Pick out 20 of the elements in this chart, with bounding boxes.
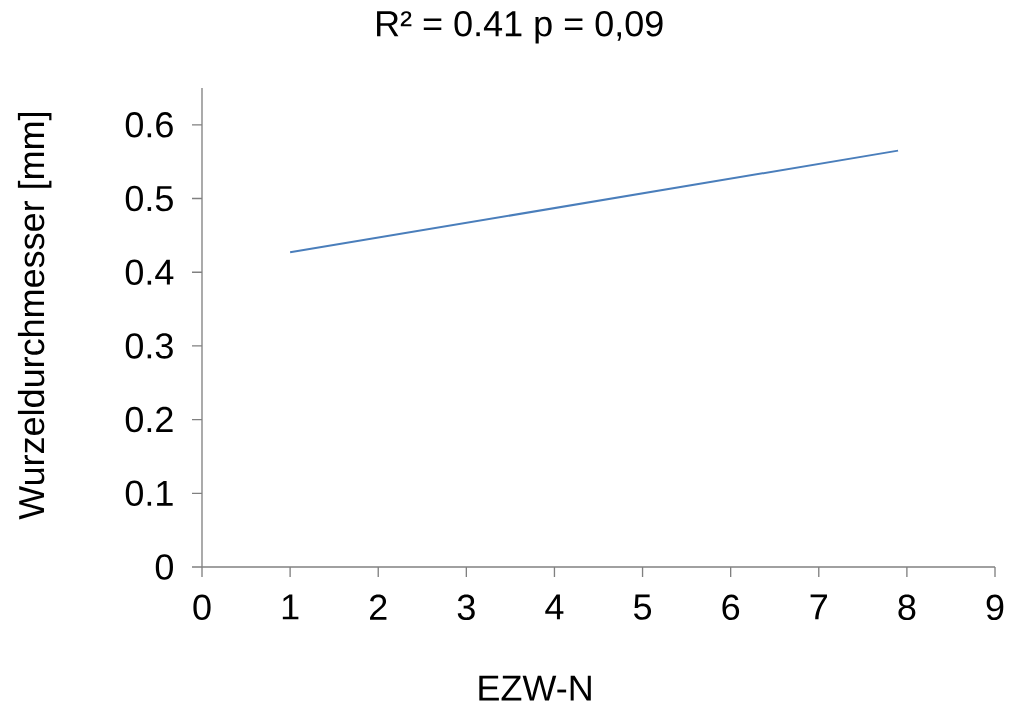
x-tick-label: 9 bbox=[986, 594, 1004, 621]
x-tick-label: 7 bbox=[810, 594, 827, 620]
y-tick-label: 0.1 bbox=[125, 480, 173, 507]
x-tick-label: 0 bbox=[193, 594, 211, 621]
x-tick-label: 1 bbox=[282, 594, 299, 620]
y-tick-label: 0.3 bbox=[125, 333, 173, 359]
x-tick-label: 4 bbox=[545, 594, 564, 620]
x-tick-label: 6 bbox=[722, 594, 740, 621]
x-tick-label: 8 bbox=[898, 594, 916, 621]
y-tick-label: 0 bbox=[155, 554, 173, 580]
x-tick-label: 5 bbox=[633, 594, 652, 620]
y-axis-title: Wurzeldurchmesser [mm] bbox=[17, 112, 52, 520]
y-tick-label: 0.5 bbox=[125, 185, 173, 212]
x-axis-title: EZW-N bbox=[479, 675, 591, 701]
y-tick-label: 0.6 bbox=[125, 112, 173, 138]
x-tick-label: 2 bbox=[370, 594, 387, 620]
x-tick-label: 3 bbox=[457, 594, 475, 621]
y-tick-label: 0.2 bbox=[125, 406, 173, 433]
y-tick-label: 0.4 bbox=[125, 259, 174, 285]
chart-title: R² = 0.41 p = 0,09 bbox=[377, 11, 663, 44]
